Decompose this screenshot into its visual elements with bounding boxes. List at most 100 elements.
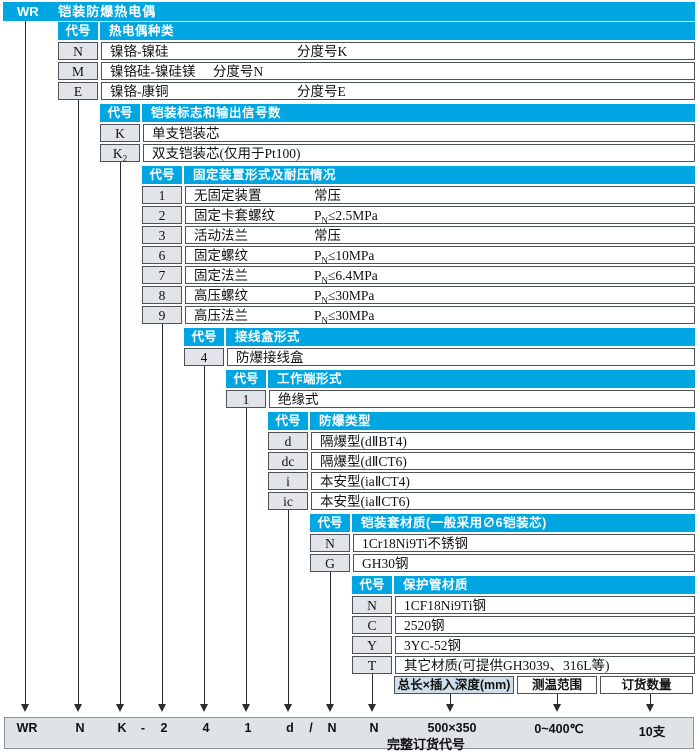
table-row: 2 固定卡套螺纹 PN≤2.5MPa xyxy=(142,206,695,226)
pressure-symbol: P xyxy=(314,268,322,283)
table-row: i 本安型(iaⅡCT4) xyxy=(268,472,695,490)
row-name: 本安型(iaⅡCT6) xyxy=(320,494,410,509)
pressure-symbol: P xyxy=(314,208,322,223)
connector-arrow xyxy=(200,704,208,712)
table-tube-material: 代号 保护管材质 N 1CF18Ni9Ti钢 C 2520钢 Y 3YC-52钢… xyxy=(352,576,695,676)
table-row: G GH30钢 xyxy=(310,554,695,572)
table-sheath-signal: 代号 铠装标志和输出信号数 K 单支铠装芯 K2 双支铠装芯(仅用于Pt100) xyxy=(100,104,695,164)
table-sheath-material: 代号 铠装套材质(一般采用∅6铠装芯) N 1Cr18Ni9Ti不锈钢 G GH… xyxy=(310,514,695,574)
row-code: Y xyxy=(352,636,392,654)
order-segment: 500×350 xyxy=(427,721,477,735)
row-name: 1Cr18Ni9Ti不锈钢 xyxy=(362,536,469,551)
row-spec: PN≤30MPa xyxy=(314,287,374,310)
row-name: 高压螺纹 xyxy=(194,288,248,303)
row-code: N xyxy=(58,42,98,60)
table-row: C 2520钢 xyxy=(352,616,695,634)
row-code: 4 xyxy=(184,348,224,366)
table-header-title: 固定装置形式及耐压情况 xyxy=(193,168,337,182)
code-column-label: 代号 xyxy=(184,328,226,346)
table-row: 6 固定螺纹 PN≤10MPa xyxy=(142,246,695,266)
row-code: 9 xyxy=(142,306,182,324)
order-segment: 0~400℃ xyxy=(534,722,584,736)
connector-line xyxy=(120,162,121,706)
pressure-symbol: P xyxy=(314,248,322,263)
pressure-subscript: N xyxy=(321,275,329,286)
length-depth-header: 总长×插入深度(mm) xyxy=(394,676,514,694)
row-content: GH30钢 xyxy=(353,554,695,572)
row-content: 镍铬-镍硅 分度号K xyxy=(101,42,695,60)
spec-header-row: 总长×插入深度(mm) 测温范围 订货数量 xyxy=(394,676,693,694)
row-name: 镍铬-镍硅 xyxy=(110,44,169,59)
order-segment: N xyxy=(369,721,379,735)
connector-arrow xyxy=(158,704,166,712)
row-content: 无固定装置 常压 xyxy=(185,186,695,204)
pressure-value: ≤30MPa xyxy=(328,288,375,303)
table-junction-box: 代号 接线盒形式 4 防爆接线盒 xyxy=(184,328,695,368)
row-spec: 常压 xyxy=(314,228,341,243)
code-column-label: 代号 xyxy=(226,370,268,388)
row-code: 7 xyxy=(142,266,182,284)
row-name: 其它材质(可提供GH3039、316L等) xyxy=(404,658,610,673)
order-segment: / xyxy=(309,721,313,735)
row-spec: 分度号E xyxy=(297,84,346,99)
row-name: 镍铬硅-镍硅镁 xyxy=(110,64,196,79)
row-code: 8 xyxy=(142,286,182,304)
row-code: T xyxy=(352,656,392,674)
table-row: 9 高压法兰 PN≤30MPa xyxy=(142,306,695,326)
order-segment: d xyxy=(286,721,294,735)
row-name: 1CF18Ni9Ti钢 xyxy=(404,598,487,613)
order-segment: 4 xyxy=(202,721,210,735)
row-spec: 分度号N xyxy=(212,64,264,79)
table-header-title: 工作端形式 xyxy=(277,372,343,386)
table-row: K2 双支铠装芯(仅用于Pt100) xyxy=(100,144,695,164)
row-code: K xyxy=(100,124,140,142)
row-content: 2520钢 xyxy=(395,616,695,634)
temp-range-header: 测温范围 xyxy=(517,676,597,694)
row-name: 镍铬-康铜 xyxy=(110,84,169,99)
table-row: N 1Cr18Ni9Ti不锈钢 xyxy=(310,534,695,552)
pressure-value: ≤10MPa xyxy=(328,248,375,263)
connector-arrow xyxy=(242,704,250,712)
row-content: 隔爆型(dⅡCT6) xyxy=(311,452,695,470)
row-content: 固定卡套螺纹 PN≤2.5MPa xyxy=(185,206,695,226)
row-name: 无固定装置 xyxy=(194,188,262,203)
row-spec: PN≤30MPa xyxy=(314,307,374,330)
pressure-value: ≤6.4MPa xyxy=(328,268,378,283)
row-spec: PN≤6.4MPa xyxy=(314,267,378,290)
row-code: 6 xyxy=(142,246,182,264)
order-segment: K xyxy=(117,721,127,735)
connector-arrow xyxy=(553,704,561,712)
pressure-subscript: N xyxy=(321,315,329,326)
table-header-title: 铠装套材质(一般采用∅6铠装芯) xyxy=(361,516,547,530)
row-name: 活动法兰 xyxy=(194,228,248,243)
connector-line xyxy=(372,674,373,706)
order-segment: WR xyxy=(16,721,38,735)
connector-line xyxy=(246,408,247,706)
table-row: dc 隔爆型(dⅡCT6) xyxy=(268,452,695,470)
connector-line xyxy=(78,100,79,706)
code-column-label: 代号 xyxy=(58,22,100,40)
order-segment: N xyxy=(75,721,85,735)
row-code: 3 xyxy=(142,226,182,244)
title-bar: WR 铠装防爆热电偶 xyxy=(3,2,695,21)
table-header: 代号 铠装标志和输出信号数 xyxy=(100,104,695,122)
table-header: 代号 固定装置形式及耐压情况 xyxy=(142,166,695,184)
row-content: 3YC-52钢 xyxy=(395,636,695,654)
order-segment: N xyxy=(327,721,337,735)
table-header: 代号 铠装套材质(一般采用∅6铠装芯) xyxy=(310,514,695,532)
pressure-subscript: N xyxy=(321,295,329,306)
pressure-value: ≤2.5MPa xyxy=(328,208,378,223)
connector-arrow xyxy=(646,704,654,712)
page-title: 铠装防爆热电偶 xyxy=(58,4,157,19)
connector-line xyxy=(650,694,651,706)
row-code-text: K xyxy=(112,146,123,161)
table-row: T 其它材质(可提供GH3039、316L等) xyxy=(352,656,695,674)
table-row: 7 固定法兰 PN≤6.4MPa xyxy=(142,266,695,286)
connector-arrow xyxy=(74,704,82,712)
table-row: M 镍铬硅-镍硅镁 分度号N xyxy=(58,62,695,80)
table-header-title: 热电偶种类 xyxy=(109,24,175,38)
row-code: 2 xyxy=(142,206,182,224)
table-row: ic 本安型(iaⅡCT6) xyxy=(268,492,695,510)
row-name: 防爆接线盒 xyxy=(236,350,304,365)
code-column-label: 代号 xyxy=(268,412,310,430)
